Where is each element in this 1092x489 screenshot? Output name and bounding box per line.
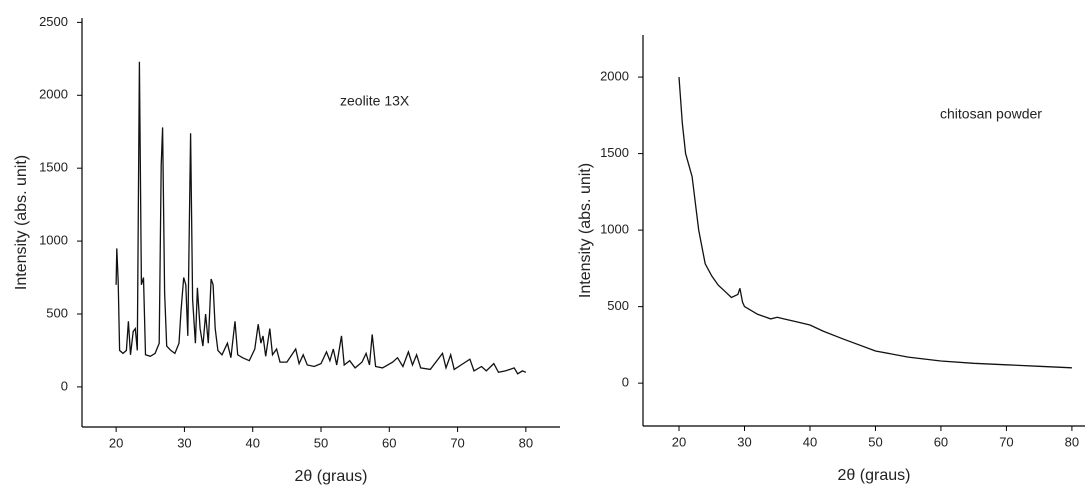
y-tick-label: 1500 bbox=[600, 145, 629, 160]
x-tick-label: 20 bbox=[109, 435, 123, 450]
y-tick-label: 2000 bbox=[600, 69, 629, 84]
annotation: zeolite 13X bbox=[340, 93, 410, 109]
x-tick-label: 80 bbox=[1065, 434, 1079, 449]
y-tick-label: 1500 bbox=[39, 160, 68, 175]
y-tick-label: 500 bbox=[46, 305, 68, 320]
y-tick-label: 1000 bbox=[600, 222, 629, 237]
x-tick-label: 50 bbox=[868, 434, 882, 449]
x-tick-label: 70 bbox=[450, 435, 464, 450]
y-tick-label: 500 bbox=[607, 298, 629, 313]
data-line bbox=[115, 61, 527, 375]
y-tick-label: 1000 bbox=[39, 233, 68, 248]
x-tick-label: 30 bbox=[737, 434, 751, 449]
data-line bbox=[678, 77, 1072, 369]
x-tick-label: 50 bbox=[314, 435, 328, 450]
annotation: chitosan powder bbox=[940, 106, 1042, 122]
y-tick-label: 2000 bbox=[39, 87, 68, 102]
y-tick-label: 2500 bbox=[39, 14, 68, 29]
x-tick-label: 80 bbox=[519, 435, 533, 450]
x-tick-label: 60 bbox=[382, 435, 396, 450]
x-tick-label: 40 bbox=[245, 435, 259, 450]
x-axis-label: 2θ (graus) bbox=[838, 467, 911, 484]
x-tick-label: 30 bbox=[177, 435, 191, 450]
x-tick-label: 20 bbox=[672, 434, 686, 449]
x-tick-label: 40 bbox=[803, 434, 817, 449]
x-tick-label: 60 bbox=[934, 434, 948, 449]
y-tick-label: 0 bbox=[61, 378, 68, 393]
y-tick-label: 0 bbox=[622, 375, 629, 390]
y-axis-label: Intensity (abs. unit) bbox=[13, 155, 30, 290]
x-tick-label: 70 bbox=[999, 434, 1013, 449]
y-axis-label: Intensity (abs. unit) bbox=[577, 163, 594, 298]
x-axis-label: 2θ (graus) bbox=[295, 468, 368, 485]
